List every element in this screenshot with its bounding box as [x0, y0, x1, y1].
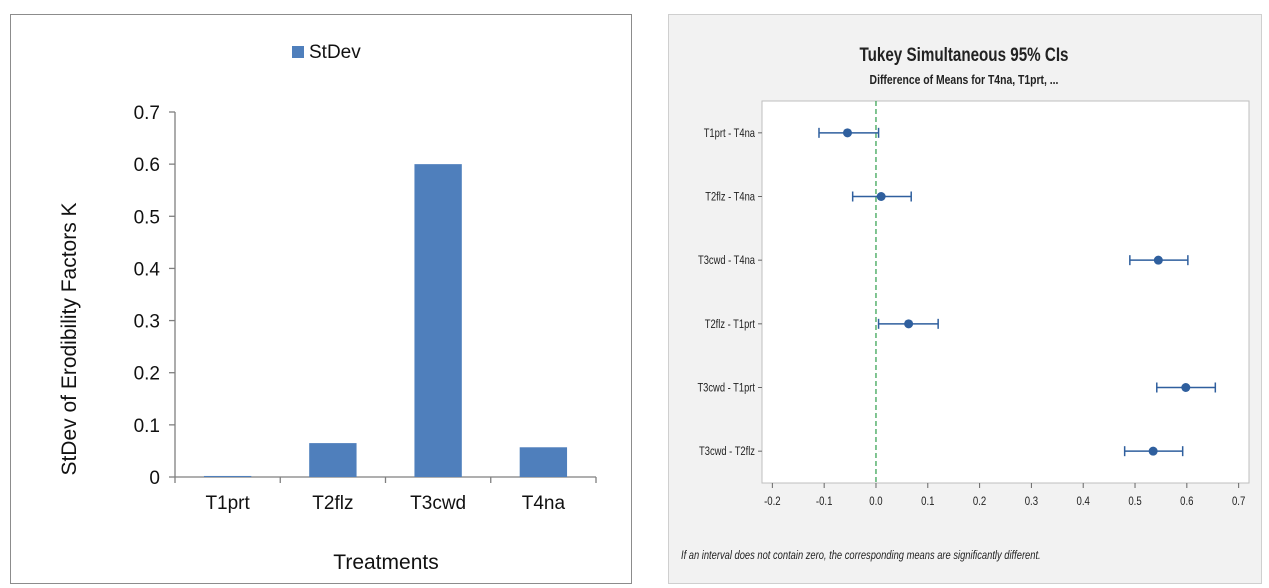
y-tick-label: 0.1	[134, 416, 160, 437]
bar	[203, 475, 252, 477]
x-tick-label: T1prt	[205, 493, 250, 514]
bar	[309, 443, 357, 477]
estimate-point	[876, 192, 886, 201]
legend: StDev	[292, 42, 361, 63]
ci-x-axis: -0.2 -0.1 0.0 0.1 0.2 0.3 0.4 0.5 0.6 0.7	[764, 483, 1245, 508]
x-tick-label: -0.2	[764, 495, 781, 508]
footnote: If an interval does not contain zero, th…	[681, 549, 1041, 562]
x-tick-label: 0.5	[1128, 495, 1141, 508]
legend-label: StDev	[309, 42, 361, 63]
x-tick-label: 0.3	[1025, 495, 1038, 508]
ci-intervals: T1prt - T4na T2flz - T4na T3cwd - T4na T2fl…	[697, 127, 1217, 459]
x-tick-label: T2flz	[312, 493, 353, 514]
chart-subtitle: Difference of Means for T4na, T1prt, ...	[870, 73, 1059, 87]
x-tick-label: T3cwd	[410, 493, 466, 514]
x-tick-label: 0.6	[1180, 495, 1193, 508]
x-axis-label: Treatments	[333, 551, 438, 574]
estimate-point	[904, 319, 914, 329]
y-tick-label: 0	[149, 468, 160, 489]
y-tick-label: 0.4	[134, 259, 161, 280]
y-tick-label: 0.2	[134, 364, 160, 385]
comparison-label: T3cwd - T1prt	[697, 381, 755, 394]
chart-title: Tukey Simultaneous 95% CIs	[860, 43, 1069, 65]
comparison-label: T1prt - T4na	[704, 127, 755, 140]
bar-x-ticks: T1prt T2flz T3cwd T4na	[174, 477, 597, 514]
bar-chart-panel: StDev 0 0.1 0.2 0.3 0.4 0.5 0.6 0.7 T1prt T2flz T…	[10, 14, 632, 584]
y-tick-label: 0.3	[134, 312, 160, 333]
x-tick-label: 0.7	[1232, 495, 1245, 508]
bar-chart: StDev 00.10.20.30.40.50.60.7 T1prt T2flz T…	[58, 42, 597, 574]
estimate-point	[1153, 255, 1163, 265]
plot-area	[761, 100, 1250, 484]
y-tick-label: 0.5	[134, 207, 160, 228]
y-tick-label: 0.7	[134, 103, 160, 124]
x-tick-label: 0.1	[921, 495, 934, 508]
interval-chart-panel: Tukey Simultaneous 95% CIs Difference of…	[668, 14, 1262, 584]
x-tick-label: -0.1	[816, 495, 833, 508]
bar	[519, 447, 568, 477]
bar-axes	[174, 112, 596, 478]
estimate-point	[1181, 383, 1191, 392]
bar-marks	[203, 164, 568, 477]
legend-swatch	[292, 46, 304, 58]
x-tick-label: 0.4	[1077, 495, 1090, 508]
bar-y-ticks: 0 0.1 0.2 0.3 0.4 0.5 0.6 0.7	[134, 103, 175, 489]
comparison-label: T2flz - T1prt	[705, 318, 755, 331]
comparison-label: T2flz - T4na	[705, 190, 755, 203]
estimate-point	[1148, 446, 1158, 456]
bar	[414, 164, 462, 477]
x-tick-label: 0.0	[869, 495, 882, 508]
estimate-point	[842, 128, 852, 138]
interval-chart: Tukey Simultaneous 95% CIs Difference of…	[681, 43, 1250, 562]
y-axis-label: StDev of Erodibility Factors K	[58, 202, 81, 475]
y-tick-label: 0.6	[134, 155, 160, 176]
x-tick-label: 0.2	[973, 495, 986, 508]
x-tick-label: T4na	[522, 493, 566, 514]
comparison-label: T3cwd - T4na	[698, 254, 755, 267]
comparison-label: T3cwd - T2flz	[699, 445, 755, 458]
